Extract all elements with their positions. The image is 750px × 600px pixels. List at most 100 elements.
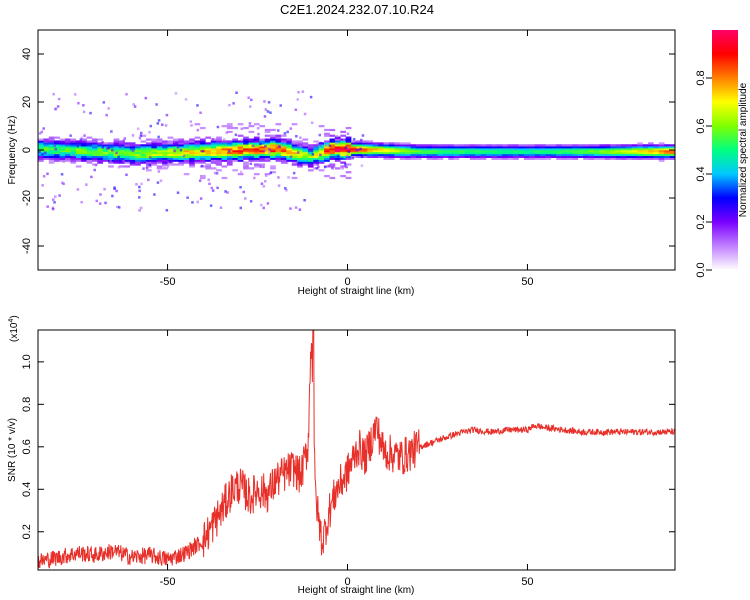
spectrogram-speck (268, 151, 271, 154)
spectrogram-speck (278, 145, 281, 148)
spectrogram-cell (102, 146, 109, 149)
spectrogram-cell (361, 142, 368, 145)
spectrogram-cell (167, 150, 174, 153)
spectrogram-cell (253, 144, 260, 147)
spectrogram-cell (372, 146, 379, 149)
spectrogram-cell (599, 148, 606, 151)
spectrogram-cell (291, 140, 298, 143)
spectrogram-cell (59, 153, 66, 157)
spectrogram-cell (253, 148, 260, 151)
spectrogram-cell (167, 163, 174, 166)
spectrogram-cell (561, 151, 568, 155)
spectrogram-cell (453, 153, 460, 157)
spectrogram-speck (135, 183, 138, 186)
spectrogram-cell (610, 155, 616, 158)
spectrogram-speck (264, 145, 267, 148)
spectrogram-cell (599, 146, 606, 149)
spectrogram-cell (280, 148, 287, 151)
x-tick-label: 0 (344, 576, 350, 588)
spectrogram-cell (486, 148, 492, 151)
spectrogram-speck (118, 145, 122, 148)
spectrogram-cell (491, 153, 498, 157)
spectrogram-cell (259, 150, 266, 153)
spectrogram-speck (199, 197, 203, 200)
spectrogram-cell (156, 150, 163, 153)
spectrogram-cell (97, 151, 104, 155)
spectrogram-cell (496, 146, 503, 149)
colorbar-tick-label: 0.8 (695, 70, 707, 85)
spectrogram-cell (183, 159, 190, 162)
spectrogram-cell (248, 144, 255, 147)
spectrogram-cell (313, 161, 320, 164)
spectrogram-cell (232, 148, 239, 151)
spectrogram-cell (70, 150, 77, 153)
spectrogram-cell (145, 155, 152, 158)
spectrogram-cell (540, 151, 546, 155)
spectrogram-cell (70, 148, 77, 151)
spectrogram-speck (276, 129, 280, 132)
spectrogram-cell (356, 142, 363, 145)
spectrogram-cell (194, 161, 201, 164)
spectrogram-cell (345, 142, 352, 145)
spectrogram-cell (75, 157, 82, 160)
spectrogram-cell (599, 151, 606, 155)
spectrogram-cell (518, 144, 525, 147)
spectrogram-speck (297, 90, 300, 94)
spectrogram-cell (81, 151, 87, 155)
spectrogram-cell (48, 150, 55, 153)
spectrogram-cell (545, 148, 552, 151)
spectrogram-cell (216, 136, 222, 139)
spectrogram-cell (648, 151, 654, 155)
spectrogram-cell (324, 150, 330, 153)
spectrogram-cell (140, 161, 147, 164)
spectrogram-speck (101, 140, 104, 144)
spectrogram-cell (81, 153, 87, 157)
spectrogram-cell (324, 153, 330, 157)
spectrogram-cell (48, 144, 55, 147)
spectrogram-cell (270, 165, 276, 168)
spectrogram-cell (432, 155, 438, 158)
spectrogram-cell (216, 161, 222, 164)
spectrogram-cell (194, 146, 201, 149)
spectrogram-cell (572, 148, 579, 151)
spectrogram-speck (267, 101, 271, 104)
spectrogram-cell (464, 153, 471, 157)
spectrogram-cell (388, 142, 395, 145)
spectrogram-cell (324, 155, 330, 158)
spectrogram-cell (307, 153, 314, 157)
spectrogram-cell (572, 146, 579, 149)
spectrogram-cell (653, 151, 660, 155)
spectrogram-cell (210, 140, 217, 143)
spectrogram-speck (106, 147, 109, 150)
spectrogram-cell (432, 157, 438, 160)
spectrogram-cell (421, 148, 427, 151)
spectrogram-cell (291, 155, 298, 158)
spectrogram-speck (361, 134, 365, 137)
spectrogram-speck (262, 185, 266, 188)
spectrogram-cell (167, 157, 174, 160)
spectrogram-cell (334, 146, 341, 149)
spectrogram-cell (550, 153, 557, 157)
spectrogram-cell (59, 138, 66, 141)
spectrogram-speck (319, 153, 322, 157)
spectrogram-cell (210, 159, 217, 162)
spectrogram-cell (491, 151, 498, 155)
spectrogram-cell (64, 157, 71, 160)
spectrogram-cell (469, 150, 476, 153)
spectrogram-cell (243, 165, 249, 168)
spectrogram-cell (448, 144, 454, 147)
spectrogram-cell (507, 151, 514, 155)
spectrogram-cell (253, 142, 260, 145)
spectrogram-cell (102, 142, 109, 145)
spectrogram-cell (604, 148, 611, 151)
spectrogram-cell (205, 153, 212, 157)
spectrogram-cell (469, 155, 476, 158)
spectrogram-cell (324, 132, 330, 135)
spectrogram-cell (118, 165, 125, 168)
spectrogram-cell (91, 144, 98, 147)
spectrogram-cell (664, 150, 670, 153)
spectrogram-cell (621, 157, 627, 160)
spectrogram-cell (113, 153, 120, 157)
spectrogram-speck (279, 104, 282, 107)
spectrogram-cell (280, 157, 287, 160)
